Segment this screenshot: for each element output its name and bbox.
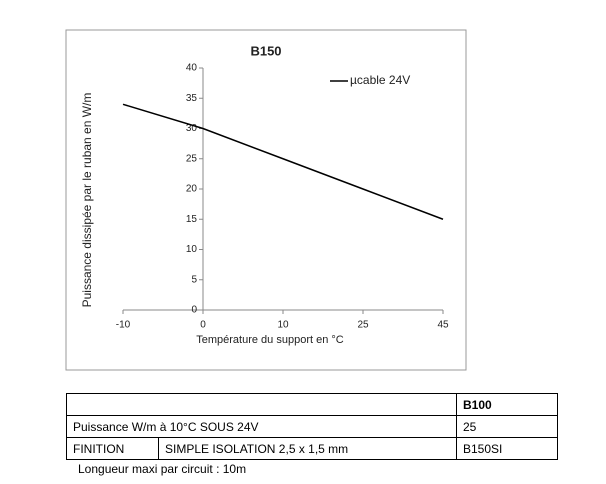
x-tick-label: 0: [200, 320, 206, 331]
x-tick-label: 45: [437, 320, 449, 331]
y-axis-label: Puissance dissipée par le ruban en W/m: [80, 93, 94, 308]
x-tick-label: 10: [277, 320, 289, 331]
table-cell: SIMPLE ISOLATION 2,5 x 1,5 mm: [158, 437, 457, 460]
x-tick-label: -10: [116, 320, 131, 331]
chart: B150 Puissance dissipée par le ruban en …: [65, 29, 467, 371]
x-tick-label: 25: [357, 320, 369, 331]
y-tick-label: 35: [186, 93, 198, 104]
y-tick-label: 25: [186, 153, 198, 164]
table-cell: 25: [456, 415, 558, 438]
x-axis-label: Température du support en °C: [196, 334, 344, 346]
table-cell: FINITION: [66, 437, 159, 460]
table-cell: Puissance W/m à 10°C SOUS 24V: [66, 415, 457, 438]
spec-table: B100 Puissance W/m à 10°C SOUS 24V 25 FIN…: [66, 393, 558, 460]
y-tick-label: 10: [186, 244, 198, 255]
table-cell: B150SI: [456, 437, 558, 460]
legend-label: µcable 24V: [350, 73, 410, 87]
y-tick-label: 15: [186, 214, 198, 225]
chart-title: B150: [250, 43, 281, 58]
empty-cell: [66, 393, 457, 416]
y-tick-label: 0: [191, 305, 197, 316]
y-tick-label: 30: [186, 123, 198, 134]
chart-frame: [65, 29, 467, 371]
y-tick-label: 20: [186, 184, 198, 195]
y-tick-label: 40: [186, 63, 198, 74]
y-tick-label: 5: [191, 274, 197, 285]
note: Longueur maxi par circuit : 10m: [78, 462, 247, 476]
table-header: B100: [456, 393, 558, 416]
line-series: [122, 103, 444, 220]
